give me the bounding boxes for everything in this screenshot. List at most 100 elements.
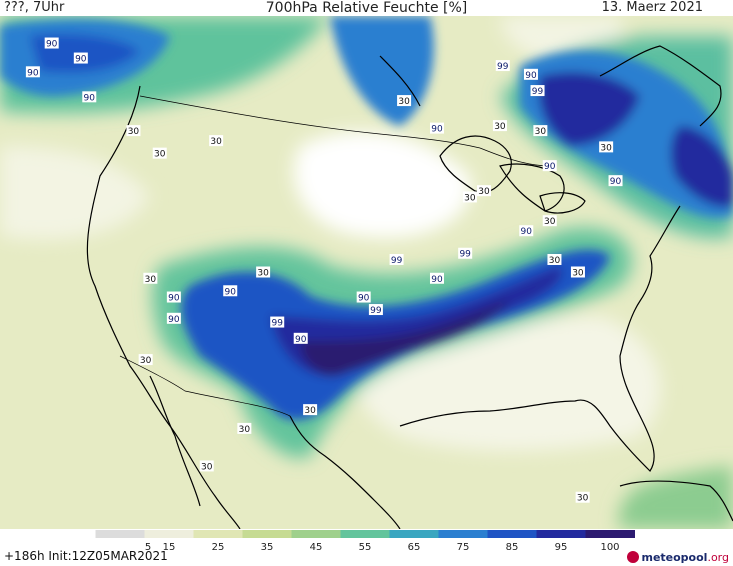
colorbar-tick-label: 100	[600, 542, 619, 553]
isoline-label-box	[82, 91, 97, 103]
colorbar-tick-label: 55	[359, 542, 372, 553]
isoline-label-box	[303, 404, 318, 416]
isoline-label: 90	[25, 66, 40, 78]
isoline-label: 30	[237, 422, 252, 435]
isoline-label: 30	[209, 135, 224, 147]
isoline-label: 30	[152, 147, 167, 160]
model-run-label: ???, 7Uhr	[4, 0, 65, 15]
isoline-label: 90	[82, 91, 97, 103]
isoline-label: 90	[73, 52, 88, 65]
isoline-label-text: 30	[572, 269, 584, 279]
isoline-label-text: 99	[532, 87, 544, 97]
isoline-label-text: 30	[140, 356, 152, 366]
colorbar-swatch	[144, 530, 194, 538]
isoline-label-box	[44, 37, 59, 49]
isoline-label: 30	[533, 125, 548, 137]
isoline-label: 30	[492, 120, 507, 132]
borders	[119, 95, 546, 417]
isoline-label-box	[429, 272, 444, 284]
isoline-label: 99	[530, 85, 545, 97]
isoline-label-box	[542, 215, 557, 227]
isoline-label-text: 90	[521, 227, 533, 237]
colorbar-swatch	[536, 530, 586, 538]
isoline-label: 30	[547, 253, 562, 266]
isoline-label-text: 90	[610, 177, 622, 187]
colorbar-tick-label: 5	[145, 542, 151, 553]
isoline-label: 90	[223, 285, 238, 297]
colorbar-swatch	[193, 530, 243, 538]
isoline-label-box	[575, 491, 590, 503]
isoline-label-box	[25, 66, 40, 78]
isoline-label-box	[209, 135, 224, 147]
isoline-label-text: 30	[600, 143, 612, 153]
colorbar-tick-label: 25	[212, 542, 225, 553]
isoline-label-box	[356, 291, 371, 303]
isoline-label-box	[476, 185, 491, 197]
meteopool-logo[interactable]: meteopool.org	[627, 551, 729, 564]
isoline-label-box	[138, 354, 153, 366]
isoline-label-text: 30	[549, 256, 561, 266]
isoline-label-box	[166, 312, 181, 324]
isoline-label-text: 90	[168, 294, 180, 304]
colorbar-tick-label: 95	[555, 542, 568, 553]
isoline-label: 99	[458, 247, 473, 260]
valid-date: 13. Maerz 2021	[601, 0, 703, 15]
colorbar-swatch	[585, 530, 635, 538]
isoline-label-text: 90	[46, 40, 58, 50]
isoline-label: 30	[256, 266, 271, 279]
isoline-label-text: 30	[201, 462, 213, 472]
isoline-label-box	[458, 247, 473, 259]
isoline-label-box	[389, 253, 404, 265]
isoline-label-text: 90	[75, 55, 87, 65]
isoline-label-box	[492, 120, 507, 132]
isoline-label: 99	[368, 304, 383, 316]
isoline-label-text: 30	[494, 122, 506, 132]
isoline-label-text: 30	[145, 275, 157, 285]
init-time: +186h Init:12Z05MAR2021	[4, 549, 168, 563]
isoline-label-text: 90	[544, 162, 556, 172]
isoline-label-text: 99	[459, 250, 471, 260]
isoline-label-box	[152, 147, 167, 159]
colorbar-tick-label: 15	[163, 542, 176, 553]
isoline-label: 90	[523, 68, 538, 81]
isoline-label-box	[542, 160, 557, 172]
isoline-label: 99	[270, 316, 285, 329]
isoline-label-text: 30	[544, 217, 556, 227]
colorbar-swatch	[242, 530, 292, 538]
map-title: 700hPa Relative Feuchte [%]	[265, 0, 468, 16]
isoline-label-box	[519, 225, 534, 237]
isoline-label: 30	[476, 185, 491, 197]
isoline-label-box	[126, 125, 141, 137]
isoline-label-text: 30	[577, 494, 589, 504]
isoline-label: 30	[570, 266, 585, 279]
isoline-label: 99	[389, 253, 404, 266]
colorbar-swatch	[95, 530, 145, 538]
isoline-label-box	[397, 95, 412, 107]
colorbar-tick-label: 75	[457, 542, 470, 553]
isoline-label-text: 90	[295, 335, 307, 345]
isoline-label-box	[523, 68, 538, 80]
isoline-label: 90	[44, 37, 59, 50]
isoline-label: 90	[356, 291, 371, 304]
logo-suffix: .org	[707, 551, 729, 564]
isoline-label-text: 30	[257, 269, 269, 279]
coastlines	[86, 45, 733, 529]
isoline-label-text: 30	[304, 406, 316, 416]
isoline-label-box	[547, 253, 562, 265]
isoline-label-text: 30	[464, 193, 476, 203]
isoline-label-box	[223, 285, 238, 297]
isoline-label-text: 90	[431, 275, 443, 285]
isoline-label-text: 90	[525, 71, 537, 81]
isoline-label-text: 90	[27, 68, 39, 78]
isoline-label: 30	[462, 191, 477, 203]
logo-main: meteopool	[641, 551, 708, 564]
isoline-label-box	[429, 122, 444, 134]
isoline-label: 30	[126, 125, 141, 137]
isoline-label: 90	[608, 175, 623, 187]
isoline-label-text: 99	[391, 256, 403, 266]
isoline-label-box	[570, 266, 585, 278]
colorbar-swatch	[487, 530, 537, 538]
isoline-label-box	[270, 316, 285, 328]
isoline-label: 30	[542, 215, 557, 227]
isoline-label: 90	[166, 291, 181, 304]
